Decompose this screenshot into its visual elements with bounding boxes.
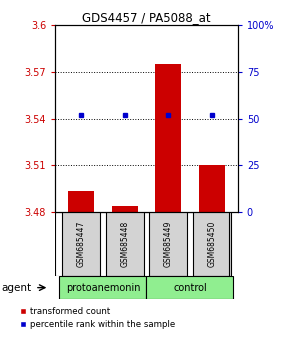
- Bar: [106, 212, 144, 276]
- Text: GSM685449: GSM685449: [164, 221, 173, 268]
- Bar: [68, 190, 94, 212]
- Bar: [155, 64, 181, 212]
- Legend: transformed count, percentile rank within the sample: transformed count, percentile rank withi…: [19, 307, 175, 329]
- Bar: [199, 165, 225, 212]
- Text: agent: agent: [1, 282, 32, 293]
- Bar: [59, 276, 146, 299]
- Text: GSM685450: GSM685450: [207, 221, 216, 268]
- Text: protoanemonin: protoanemonin: [66, 282, 140, 293]
- Text: control: control: [173, 282, 207, 293]
- Bar: [146, 276, 233, 299]
- Bar: [62, 212, 100, 276]
- Text: GSM685448: GSM685448: [120, 221, 129, 267]
- Bar: [149, 212, 187, 276]
- Title: GDS4457 / PA5088_at: GDS4457 / PA5088_at: [82, 11, 211, 24]
- Text: GSM685447: GSM685447: [77, 221, 86, 268]
- Bar: [193, 212, 231, 276]
- Bar: [112, 206, 138, 212]
